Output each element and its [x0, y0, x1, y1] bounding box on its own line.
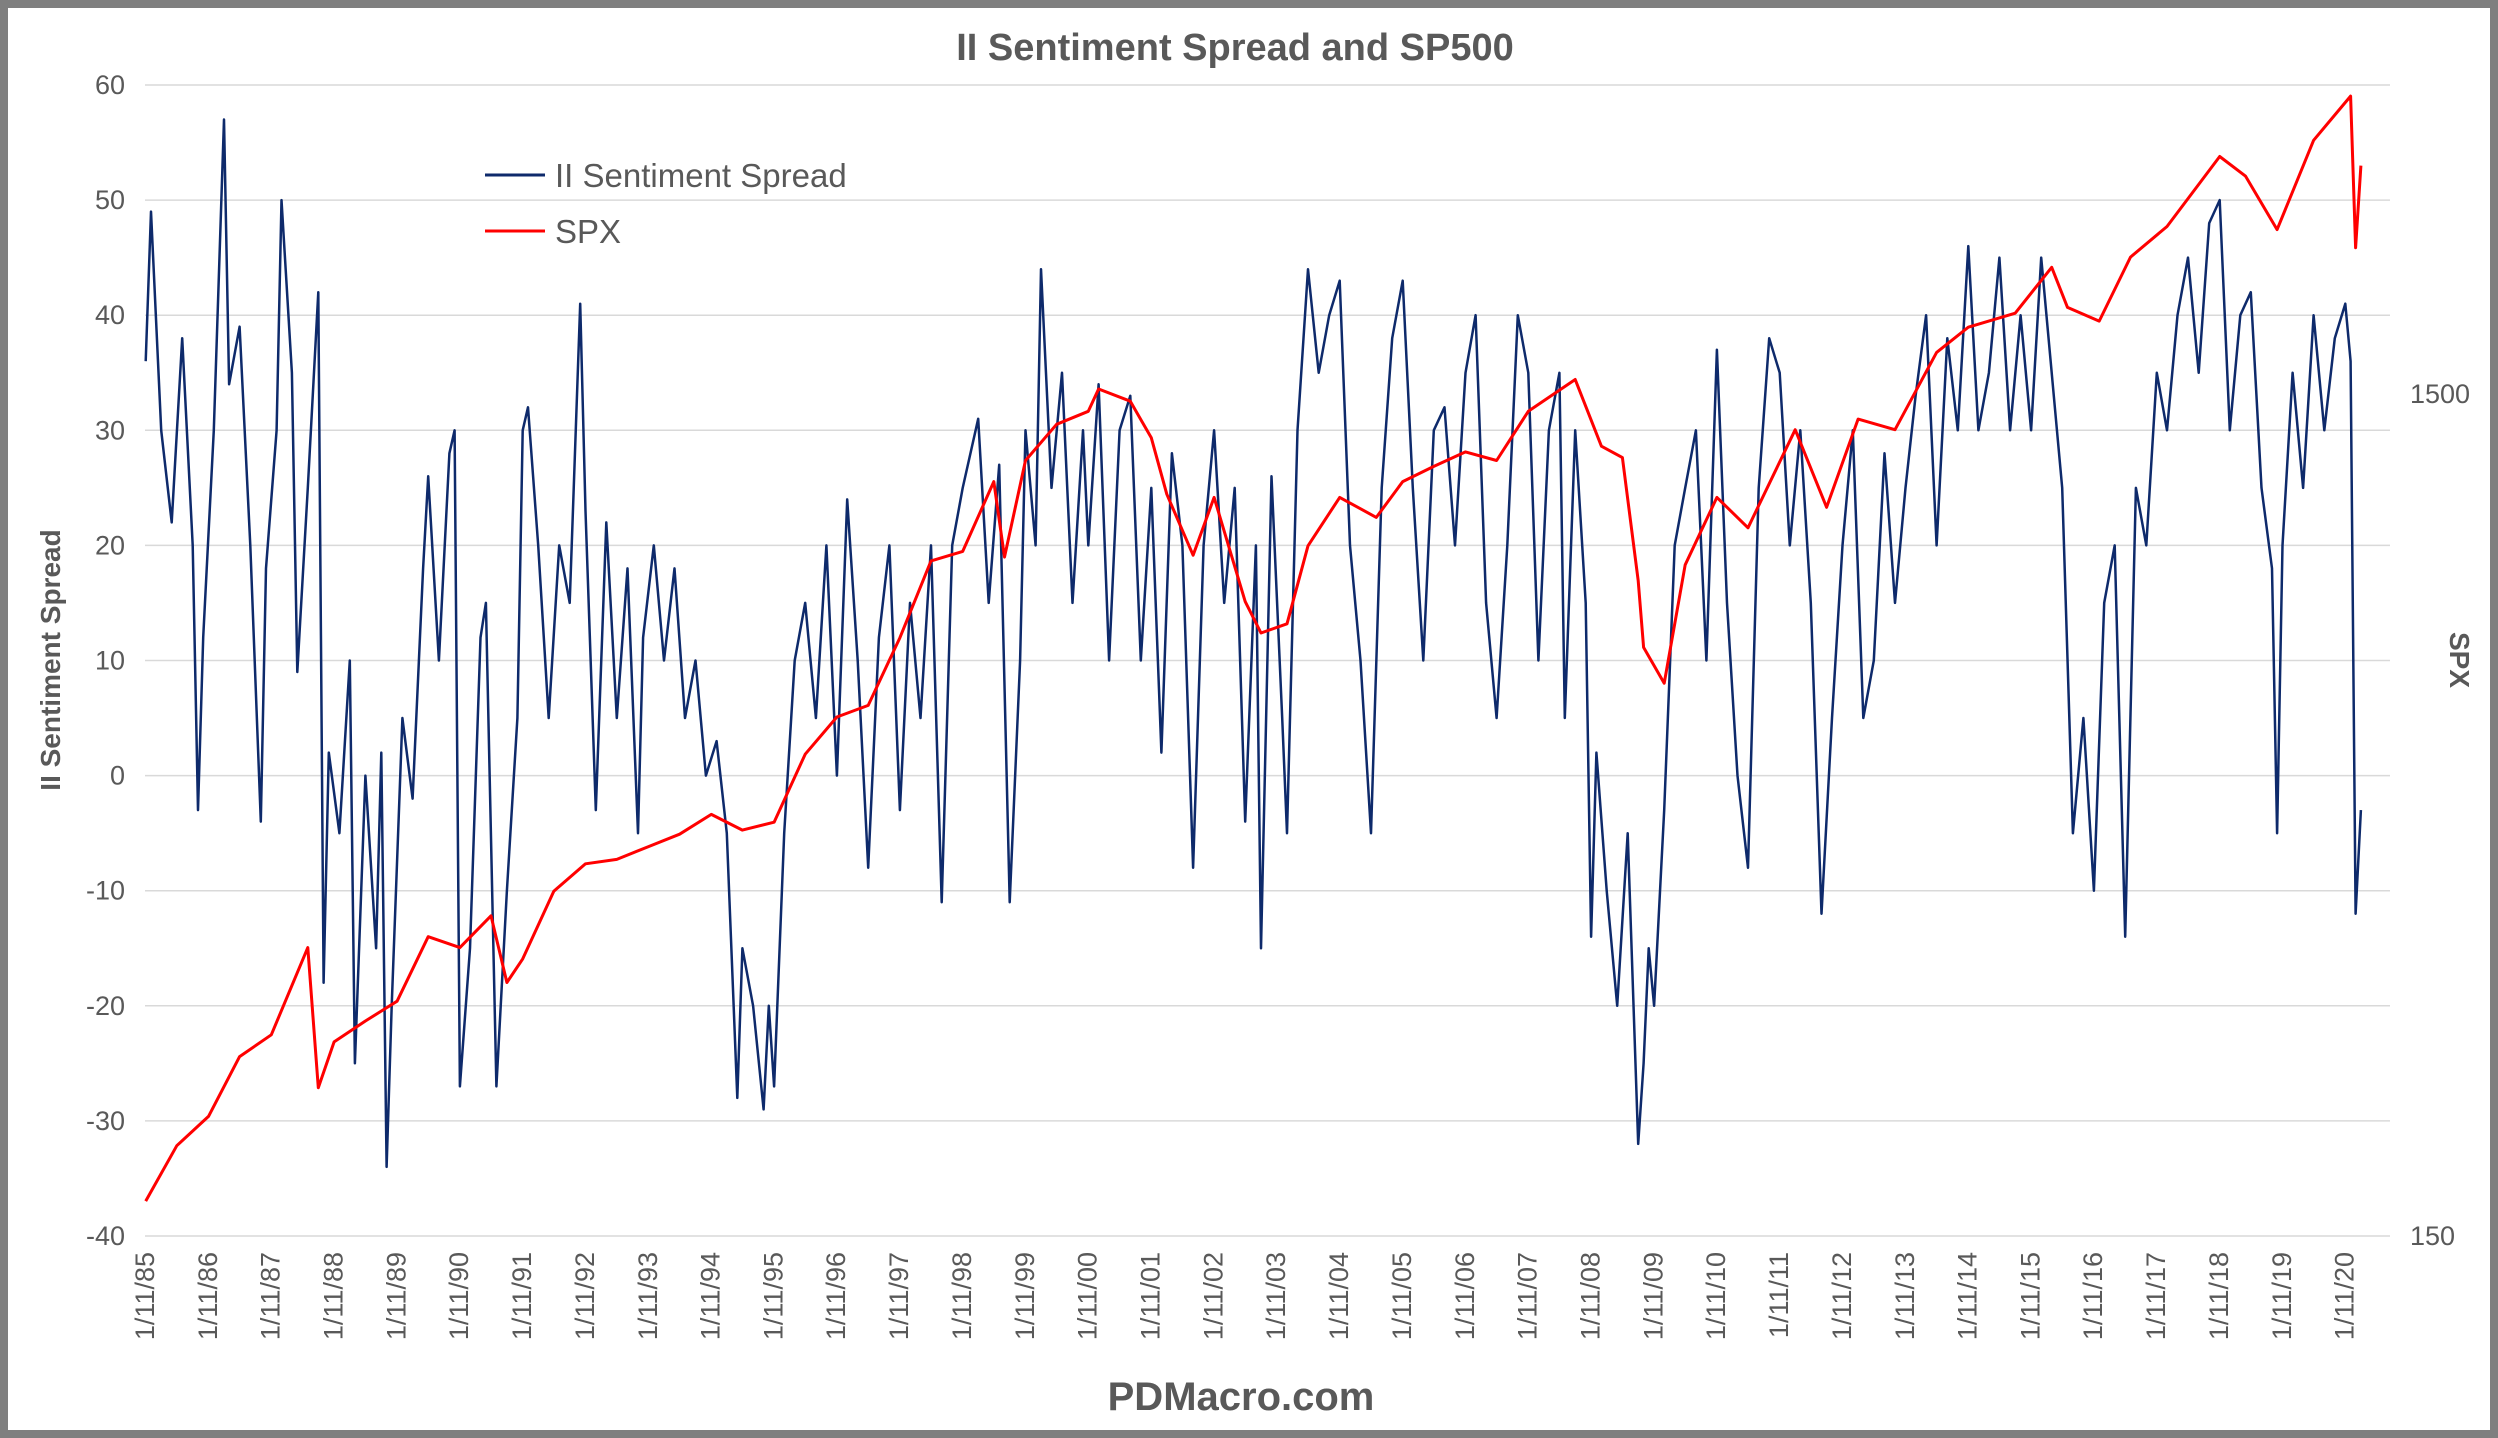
series-line-spx [144, 94, 2363, 1202]
x-tick-label: 1/11/98 [947, 1252, 977, 1340]
x-tick-label: 1/11/17 [2141, 1252, 2171, 1340]
x-tick-label: 1/11/87 [256, 1252, 286, 1340]
y2-axis-ticks: 1500 150 [2410, 379, 2470, 1251]
x-tick-label: 1/11/94 [696, 1252, 726, 1340]
x-tick-label: 1/11/96 [821, 1252, 851, 1340]
x-tick-label: 1/11/20 [2330, 1252, 2360, 1340]
y-tick-label: 30 [95, 415, 125, 445]
y-tick-label: 20 [95, 530, 125, 560]
x-tick-label: 1/11/93 [633, 1252, 663, 1340]
y2-axis-label: SPX [2444, 632, 2475, 688]
x-tick-label: 1/11/05 [1387, 1252, 1417, 1340]
y-axis-label: II Sentiment Spread [35, 529, 66, 790]
y-tick-label: 50 [95, 185, 125, 215]
legend: II Sentiment Spread SPX [485, 157, 847, 250]
x-tick-label: 1/11/13 [1890, 1252, 1920, 1340]
x-tick-label: 1/11/11 [1764, 1252, 1794, 1338]
x-tick-label: 1/11/90 [444, 1252, 474, 1340]
x-tick-label: 1/11/08 [1575, 1252, 1605, 1340]
y-tick-label: 10 [95, 646, 125, 676]
x-tick-label: 1/11/97 [884, 1252, 914, 1340]
y2-tick-label: 150 [2410, 1221, 2455, 1251]
x-tick-label: 1/11/19 [2267, 1252, 2297, 1340]
x-tick-label: 1/11/03 [1261, 1252, 1291, 1340]
y-axis-ticks: 60 50 40 30 20 10 0 -10 -20 -30 -40 [86, 70, 125, 1251]
footer-source: PDMacro.com [1108, 1375, 1375, 1419]
y-tick-label: -10 [86, 876, 125, 906]
y-tick-label: 60 [95, 70, 125, 100]
x-tick-label: 1/11/95 [758, 1252, 788, 1340]
y-tick-label: -40 [86, 1221, 125, 1251]
x-tick-label: 1/11/14 [1953, 1252, 1983, 1340]
x-tick-label: 1/11/02 [1198, 1252, 1228, 1340]
x-tick-label: 1/11/89 [381, 1252, 411, 1340]
x-tick-label: 1/11/16 [2078, 1252, 2108, 1340]
y2-tick-label: 1500 [2410, 379, 2470, 409]
legend-label-spx: SPX [555, 213, 621, 250]
x-tick-label: 1/11/15 [2015, 1252, 2045, 1340]
x-tick-label: 1/11/86 [193, 1252, 223, 1340]
y-tick-label: -20 [86, 991, 125, 1021]
legend-label-ii-sentiment-spread: II Sentiment Spread [555, 157, 847, 194]
x-tick-label: 1/11/07 [1513, 1252, 1543, 1340]
x-tick-label: 1/11/99 [1010, 1252, 1040, 1340]
x-tick-label: 1/11/18 [2204, 1252, 2234, 1340]
y-tick-label: -30 [86, 1106, 125, 1136]
x-tick-label: 1/11/92 [570, 1252, 600, 1340]
x-tick-label: 1/11/12 [1827, 1252, 1857, 1340]
x-tick-label: 1/11/91 [507, 1252, 537, 1340]
x-axis-ticks: 1/11/85 1/11/86 1/11/87 1/11/88 1/11/89 1/11/… [130, 1252, 2360, 1340]
chart-title: II Sentiment Spread and SP500 [956, 27, 1514, 69]
x-tick-label: 1/11/88 [318, 1252, 348, 1340]
x-tick-label: 1/11/06 [1450, 1252, 1480, 1340]
x-tick-label: 1/11/01 [1136, 1252, 1166, 1340]
x-tick-label: 1/11/10 [1701, 1252, 1731, 1340]
y-tick-label: 40 [95, 300, 125, 330]
gridlines [145, 84, 2390, 1237]
x-tick-label: 1/11/00 [1073, 1252, 1103, 1340]
y-tick-label: 0 [110, 761, 125, 791]
x-tick-label: 1/11/09 [1638, 1252, 1668, 1340]
x-tick-label: 1/11/85 [130, 1252, 160, 1340]
x-tick-label: 1/11/04 [1324, 1252, 1354, 1340]
